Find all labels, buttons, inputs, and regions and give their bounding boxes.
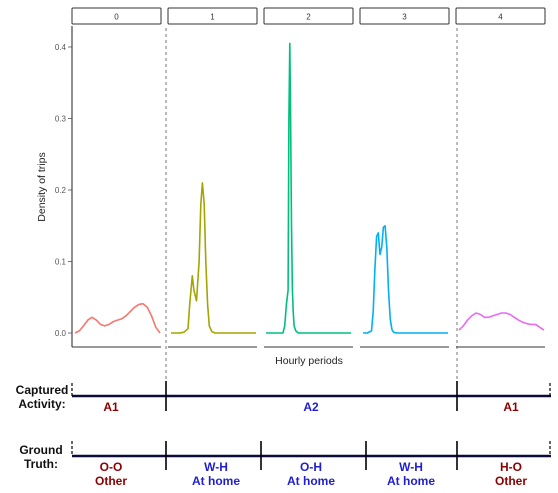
strip-label-4: 4: [498, 13, 503, 22]
captured-activity-label: Captured: [16, 383, 69, 397]
density-curve-0: [74, 302, 161, 334]
captured-segment-label: A2: [303, 400, 319, 414]
x-axis-title: Hourly periods: [275, 355, 343, 367]
density-curve-4: [458, 312, 545, 331]
density-curve-2: [266, 42, 351, 334]
density-curve-1: [171, 182, 256, 334]
strip-box-1: [167, 7, 258, 25]
truth-segment-place: At home: [287, 474, 335, 488]
facet-panel-4: 4: [455, 7, 546, 348]
strip-box-3: [359, 7, 450, 25]
ground-truth-label-line2: Truth:: [24, 457, 58, 471]
strip-box-4: [455, 7, 546, 25]
truth-segment-code: W-H: [204, 460, 228, 474]
ground-truth-label: Ground: [19, 443, 62, 457]
strip-box-0: [71, 7, 162, 25]
captured-segment-label: A1: [103, 400, 119, 414]
truth-segment-code: W-H: [399, 460, 423, 474]
y-tick-label-0.3: 0.3: [55, 115, 67, 124]
strip-label-2: 2: [306, 13, 311, 22]
truth-segment-code: O-H: [300, 460, 322, 474]
captured-activity-row: Captured Activity: A1 A2 A1: [16, 381, 551, 414]
facet-panel-1: 1: [167, 7, 258, 348]
y-tick-label-0.2: 0.2: [55, 186, 67, 195]
y-axis: 0.0 0.1 0.2 0.3 0.4: [55, 26, 73, 347]
facet-panel-2: 2: [263, 7, 354, 348]
facet-panel-0: 0: [71, 7, 162, 348]
strip-box-2: [263, 7, 354, 25]
truth-segment-place: At home: [387, 474, 435, 488]
truth-segment-place: Other: [95, 474, 127, 488]
truth-segment-place: Other: [495, 474, 527, 488]
truth-segment-code: H-O: [500, 460, 522, 474]
panel-separators: [165, 28, 458, 380]
y-tick-label-0.0: 0.0: [55, 329, 67, 338]
captured-segment-label: A1: [503, 400, 519, 414]
facet-panel-3: 3: [359, 7, 450, 348]
y-axis-title: Density of trips: [36, 152, 48, 221]
facet-panels: 0 1 2 3 4: [71, 7, 546, 348]
strip-label-1: 1: [210, 13, 215, 22]
strip-label-3: 3: [402, 13, 407, 22]
y-tick-label-0.4: 0.4: [55, 43, 67, 52]
y-tick-label-0.1: 0.1: [55, 258, 67, 267]
truth-segment-code: O-O: [100, 460, 123, 474]
strip-label-0: 0: [114, 13, 119, 22]
density-curve-3: [363, 225, 448, 334]
captured-activity-label-line2: Activity:: [18, 397, 65, 411]
truth-segment-place: At home: [192, 474, 240, 488]
